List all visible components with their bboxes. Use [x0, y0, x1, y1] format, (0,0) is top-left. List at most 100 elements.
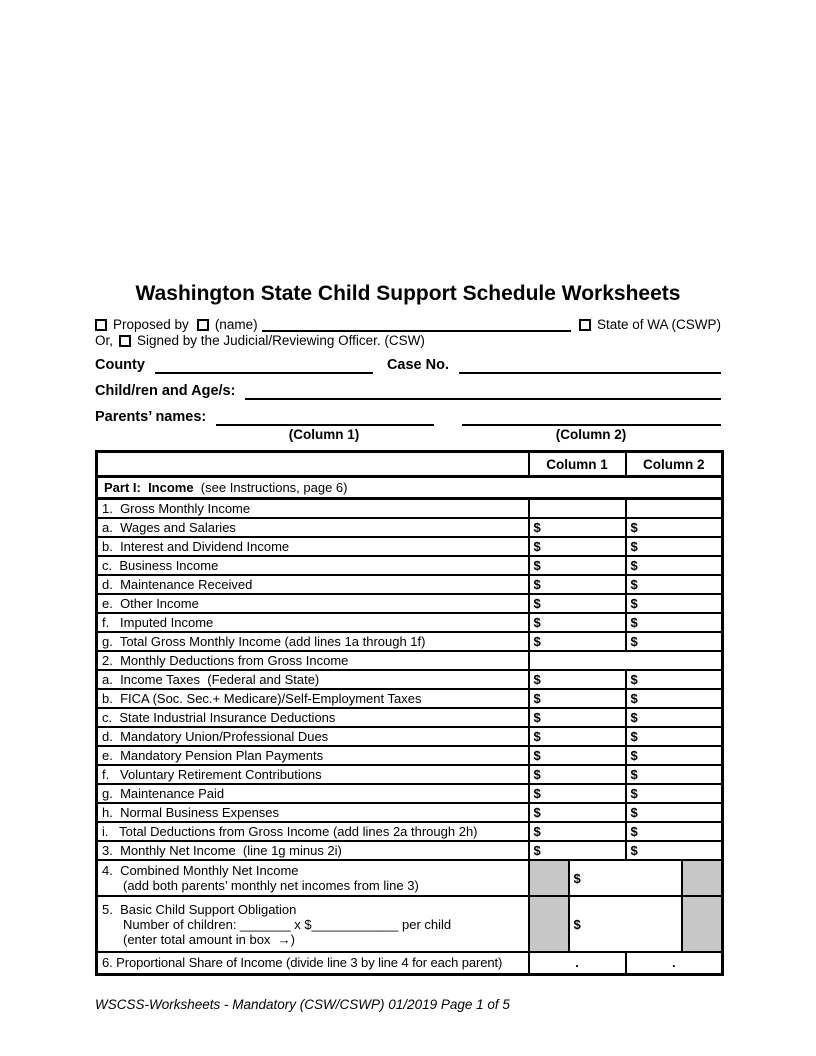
table-row-2b: b. FICA (Soc. Sec.+ Medicare)/Self-Emplo… [95, 688, 724, 709]
row-3-col2-amount[interactable]: $ [624, 840, 724, 861]
row-6-col2-share[interactable]: . [624, 951, 724, 975]
row-2a-label: a. Income Taxes (Federal and State) [95, 669, 530, 690]
parent2-name-blank[interactable] [462, 412, 721, 426]
children-label: Child/ren and Age/s: [95, 383, 236, 399]
row-6-col1-share[interactable]: . [527, 951, 627, 975]
row-1e-col1-amount[interactable]: $ [527, 593, 627, 614]
row-2b-col1-amount[interactable]: $ [527, 688, 627, 709]
row-2-merged-cell [527, 650, 724, 671]
row-1e-col2-amount[interactable]: $ [624, 593, 724, 614]
row-2g-col2-amount[interactable]: $ [624, 783, 724, 804]
table-row-2e: e. Mandatory Pension Plan Payments $ $ [95, 745, 724, 766]
row-2a-col1-amount[interactable]: $ [527, 669, 627, 690]
row-2c-label: c. State Industrial Insurance Deductions [95, 707, 530, 728]
row-5-shaded-right-cell [680, 895, 724, 953]
children-line: Child/ren and Age/s: [95, 383, 721, 400]
row-2f-col1-amount[interactable]: $ [527, 764, 627, 785]
children-blank[interactable] [245, 386, 721, 400]
row-1b-col2-amount[interactable]: $ [624, 536, 724, 557]
worksheet-table-body: Column 1 Column 2 Part I: Income (see In… [95, 450, 724, 975]
parent1-name-blank[interactable] [216, 412, 435, 426]
row-1d-col1-amount[interactable]: $ [527, 574, 627, 595]
row-2f-label: f. Voluntary Retirement Contributions [95, 764, 530, 785]
row-2f-col2-amount[interactable]: $ [624, 764, 724, 785]
row-2c-col2-amount[interactable]: $ [624, 707, 724, 728]
row-2e-col2-amount[interactable]: $ [624, 745, 724, 766]
row-1c-col2-amount[interactable]: $ [624, 555, 724, 576]
worksheet-table: Column 1 Column 2 Part I: Income (see In… [95, 450, 725, 976]
row-2g-label: g. Maintenance Paid [95, 783, 530, 804]
row-3-label: 3. Monthly Net Income (line 1g minus 2i) [95, 840, 530, 861]
row-1b-label: b. Interest and Dividend Income [95, 536, 530, 557]
row-2d-col2-amount[interactable]: $ [624, 726, 724, 747]
table-row-1: 1. Gross Monthly Income [95, 497, 724, 519]
row-1f-col2-amount[interactable]: $ [624, 612, 724, 633]
signed-by-line: Or, Signed by the Judicial/Reviewing Off… [95, 333, 721, 348]
row-2b-col2-amount[interactable]: $ [624, 688, 724, 709]
table-row-1f: f. Imputed Income $ $ [95, 612, 724, 633]
proposed-by-line: Proposed by (name) State of WA (CSWP) [95, 317, 721, 332]
row-2g-col1-amount[interactable]: $ [527, 783, 627, 804]
row-1a-col1-amount[interactable]: $ [527, 517, 627, 538]
row-2h-col2-amount[interactable]: $ [624, 802, 724, 823]
row-5-shaded-left-cell [527, 895, 570, 953]
row-1c-label: c. Business Income [95, 555, 530, 576]
row-4-amount-box[interactable]: $ [567, 859, 683, 897]
state-of-wa-label: State of WA (CSWP) [596, 317, 721, 332]
column1-header: Column 1 [527, 450, 627, 478]
name-checkbox[interactable] [196, 319, 209, 331]
row-1e-label: e. Other Income [95, 593, 530, 614]
row-1g-col1-amount[interactable]: $ [527, 631, 627, 652]
row-5-amount-box[interactable]: $ [567, 895, 683, 953]
row-2e-label: e. Mandatory Pension Plan Payments [95, 745, 530, 766]
signed-by-label: Signed by the Judicial/Reviewing Officer… [137, 333, 425, 348]
case-no-blank[interactable] [459, 360, 721, 374]
table-row-1c: c. Business Income $ $ [95, 555, 724, 576]
parents-line: Parents’ names: [95, 409, 721, 426]
table-row-3: 3. Monthly Net Income (line 1g minus 2i)… [95, 840, 724, 861]
proposed-by-checkbox[interactable] [95, 319, 107, 331]
table-row-5: 5. Basic Child Support Obligation Number … [95, 895, 724, 953]
row-1a-col2-amount[interactable]: $ [624, 517, 724, 538]
row-2i-col1-amount[interactable]: $ [527, 821, 627, 842]
name-blank[interactable] [261, 318, 571, 332]
row-1f-col1-amount[interactable]: $ [527, 612, 627, 633]
table-row-1e: e. Other Income $ $ [95, 593, 724, 614]
table-row-1d: d. Maintenance Received $ $ [95, 574, 724, 595]
signed-by-checkbox[interactable] [119, 335, 132, 347]
table-row-2c: c. State Industrial Insurance Deductions… [95, 707, 724, 728]
part1-heading: Part I: Income (see Instructions, page 6… [95, 475, 724, 500]
row-2a-col2-amount[interactable]: $ [624, 669, 724, 690]
row-1g-col2-amount[interactable]: $ [624, 631, 724, 652]
row-2b-label: b. FICA (Soc. Sec.+ Medicare)/Self-Emplo… [95, 688, 530, 709]
state-of-wa-checkbox[interactable] [578, 319, 591, 331]
or-label: Or, [95, 333, 114, 348]
row-2e-col1-amount[interactable]: $ [527, 745, 627, 766]
county-label: County [95, 357, 145, 373]
row-1d-label: d. Maintenance Received [95, 574, 530, 595]
row-2i-col2-amount[interactable]: $ [624, 821, 724, 842]
row-1f-label: f. Imputed Income [95, 612, 530, 633]
row-1c-col1-amount[interactable]: $ [527, 555, 627, 576]
row-1d-col2-amount[interactable]: $ [624, 574, 724, 595]
case-no-label: Case No. [386, 357, 449, 373]
row-1a-label: a. Wages and Salaries [95, 517, 530, 538]
row-3-col1-amount[interactable]: $ [527, 840, 627, 861]
column2-header: Column 2 [624, 450, 724, 478]
footer-text: WSCSS-Worksheets - Mandatory (CSW/CSWP) … [95, 996, 510, 1012]
row-2h-col1-amount[interactable]: $ [527, 802, 627, 823]
table-row-2f: f. Voluntary Retirement Contributions $ $ [95, 764, 724, 785]
proposed-by-label: Proposed by [113, 317, 189, 332]
row-1g-label: g. Total Gross Monthly Income (add lines… [95, 631, 530, 652]
table-row-1g: g. Total Gross Monthly Income (add lines… [95, 631, 724, 652]
row-2d-col1-amount[interactable]: $ [527, 726, 627, 747]
row-4-shaded-left-cell [527, 859, 570, 897]
row-2c-col1-amount[interactable]: $ [527, 707, 627, 728]
table-row-2h: h. Normal Business Expenses $ $ [95, 802, 724, 823]
table-row-part1: Part I: Income (see Instructions, page 6… [95, 475, 724, 500]
row-1b-col1-amount[interactable]: $ [527, 536, 627, 557]
county-blank[interactable] [154, 360, 373, 374]
row-1-col2-cell [624, 497, 724, 519]
row-2h-label: h. Normal Business Expenses [95, 802, 530, 823]
